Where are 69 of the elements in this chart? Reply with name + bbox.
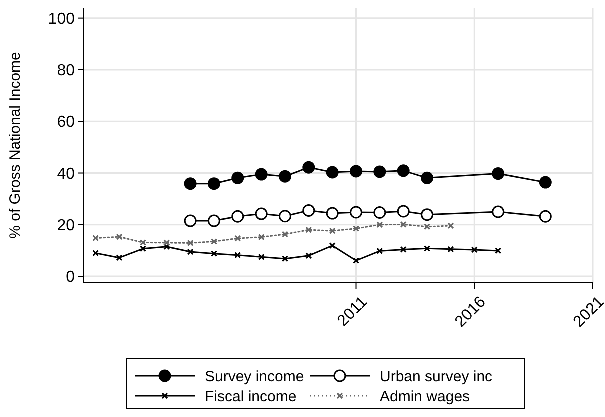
point <box>116 254 123 262</box>
point <box>397 205 410 218</box>
point <box>492 206 505 218</box>
point <box>278 210 292 223</box>
point <box>116 234 123 240</box>
point <box>352 225 360 232</box>
legend-label: Fiscal income <box>205 388 297 406</box>
point <box>282 256 289 262</box>
point <box>539 176 552 189</box>
point <box>282 231 289 238</box>
point <box>374 206 386 220</box>
point <box>232 172 244 184</box>
point <box>92 235 100 242</box>
point <box>350 165 363 178</box>
point <box>140 239 146 246</box>
point <box>326 166 339 179</box>
point <box>374 166 386 178</box>
point <box>448 246 454 253</box>
point <box>164 244 170 250</box>
point <box>397 164 410 178</box>
point <box>302 204 316 217</box>
point <box>421 172 434 184</box>
point <box>258 254 265 260</box>
point <box>539 210 552 223</box>
y-tick-label: 40 <box>57 166 76 183</box>
point <box>400 246 407 253</box>
point <box>326 207 339 220</box>
point <box>208 178 220 190</box>
point <box>255 208 268 220</box>
point <box>232 210 244 223</box>
y-tick-label: 100 <box>48 10 76 28</box>
point <box>187 248 194 256</box>
point <box>350 206 363 219</box>
point <box>376 222 384 228</box>
point <box>210 238 218 245</box>
y-axis-title: % of Gross National Income <box>7 52 24 239</box>
y-tick-label: 80 <box>57 62 76 80</box>
point <box>234 235 242 242</box>
point <box>184 178 197 190</box>
point <box>376 248 384 255</box>
point <box>302 161 316 174</box>
point <box>184 214 197 228</box>
legend-label: Admin wages <box>380 388 470 406</box>
point <box>210 250 218 258</box>
point <box>187 240 194 247</box>
y-tick-label: 20 <box>57 218 76 234</box>
point <box>164 240 170 246</box>
point <box>329 228 336 234</box>
point <box>424 224 431 230</box>
legend-label: Survey income <box>205 368 304 386</box>
point <box>424 245 431 252</box>
point <box>140 246 146 252</box>
point <box>492 168 505 180</box>
point <box>471 246 478 254</box>
point <box>400 221 407 228</box>
point <box>329 242 336 250</box>
point <box>306 252 312 260</box>
point <box>278 170 292 183</box>
point <box>234 252 242 259</box>
y-tick-label: 0 <box>66 269 76 286</box>
point <box>306 226 312 234</box>
point <box>255 168 268 181</box>
point <box>352 257 360 264</box>
legend-label: Urban survey inc <box>380 368 494 386</box>
y-tick-label: 60 <box>57 114 76 132</box>
point <box>258 234 265 241</box>
point <box>421 208 434 222</box>
point <box>208 214 220 228</box>
point <box>448 222 454 230</box>
